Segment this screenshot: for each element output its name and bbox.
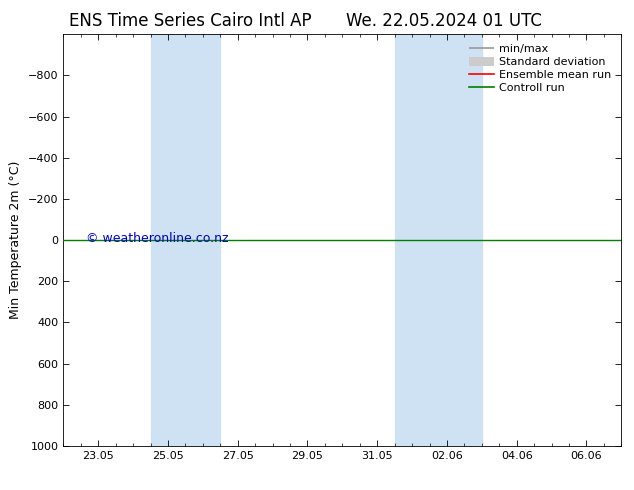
- Text: © weatheronline.co.nz: © weatheronline.co.nz: [86, 232, 228, 245]
- Legend: min/max, Standard deviation, Ensemble mean run, Controll run: min/max, Standard deviation, Ensemble me…: [465, 40, 616, 98]
- Text: We. 22.05.2024 01 UTC: We. 22.05.2024 01 UTC: [346, 12, 541, 30]
- Text: ENS Time Series Cairo Intl AP: ENS Time Series Cairo Intl AP: [69, 12, 311, 30]
- Bar: [150, 34, 221, 446]
- Y-axis label: Min Temperature 2m (°C): Min Temperature 2m (°C): [10, 161, 22, 319]
- Bar: [394, 34, 482, 446]
